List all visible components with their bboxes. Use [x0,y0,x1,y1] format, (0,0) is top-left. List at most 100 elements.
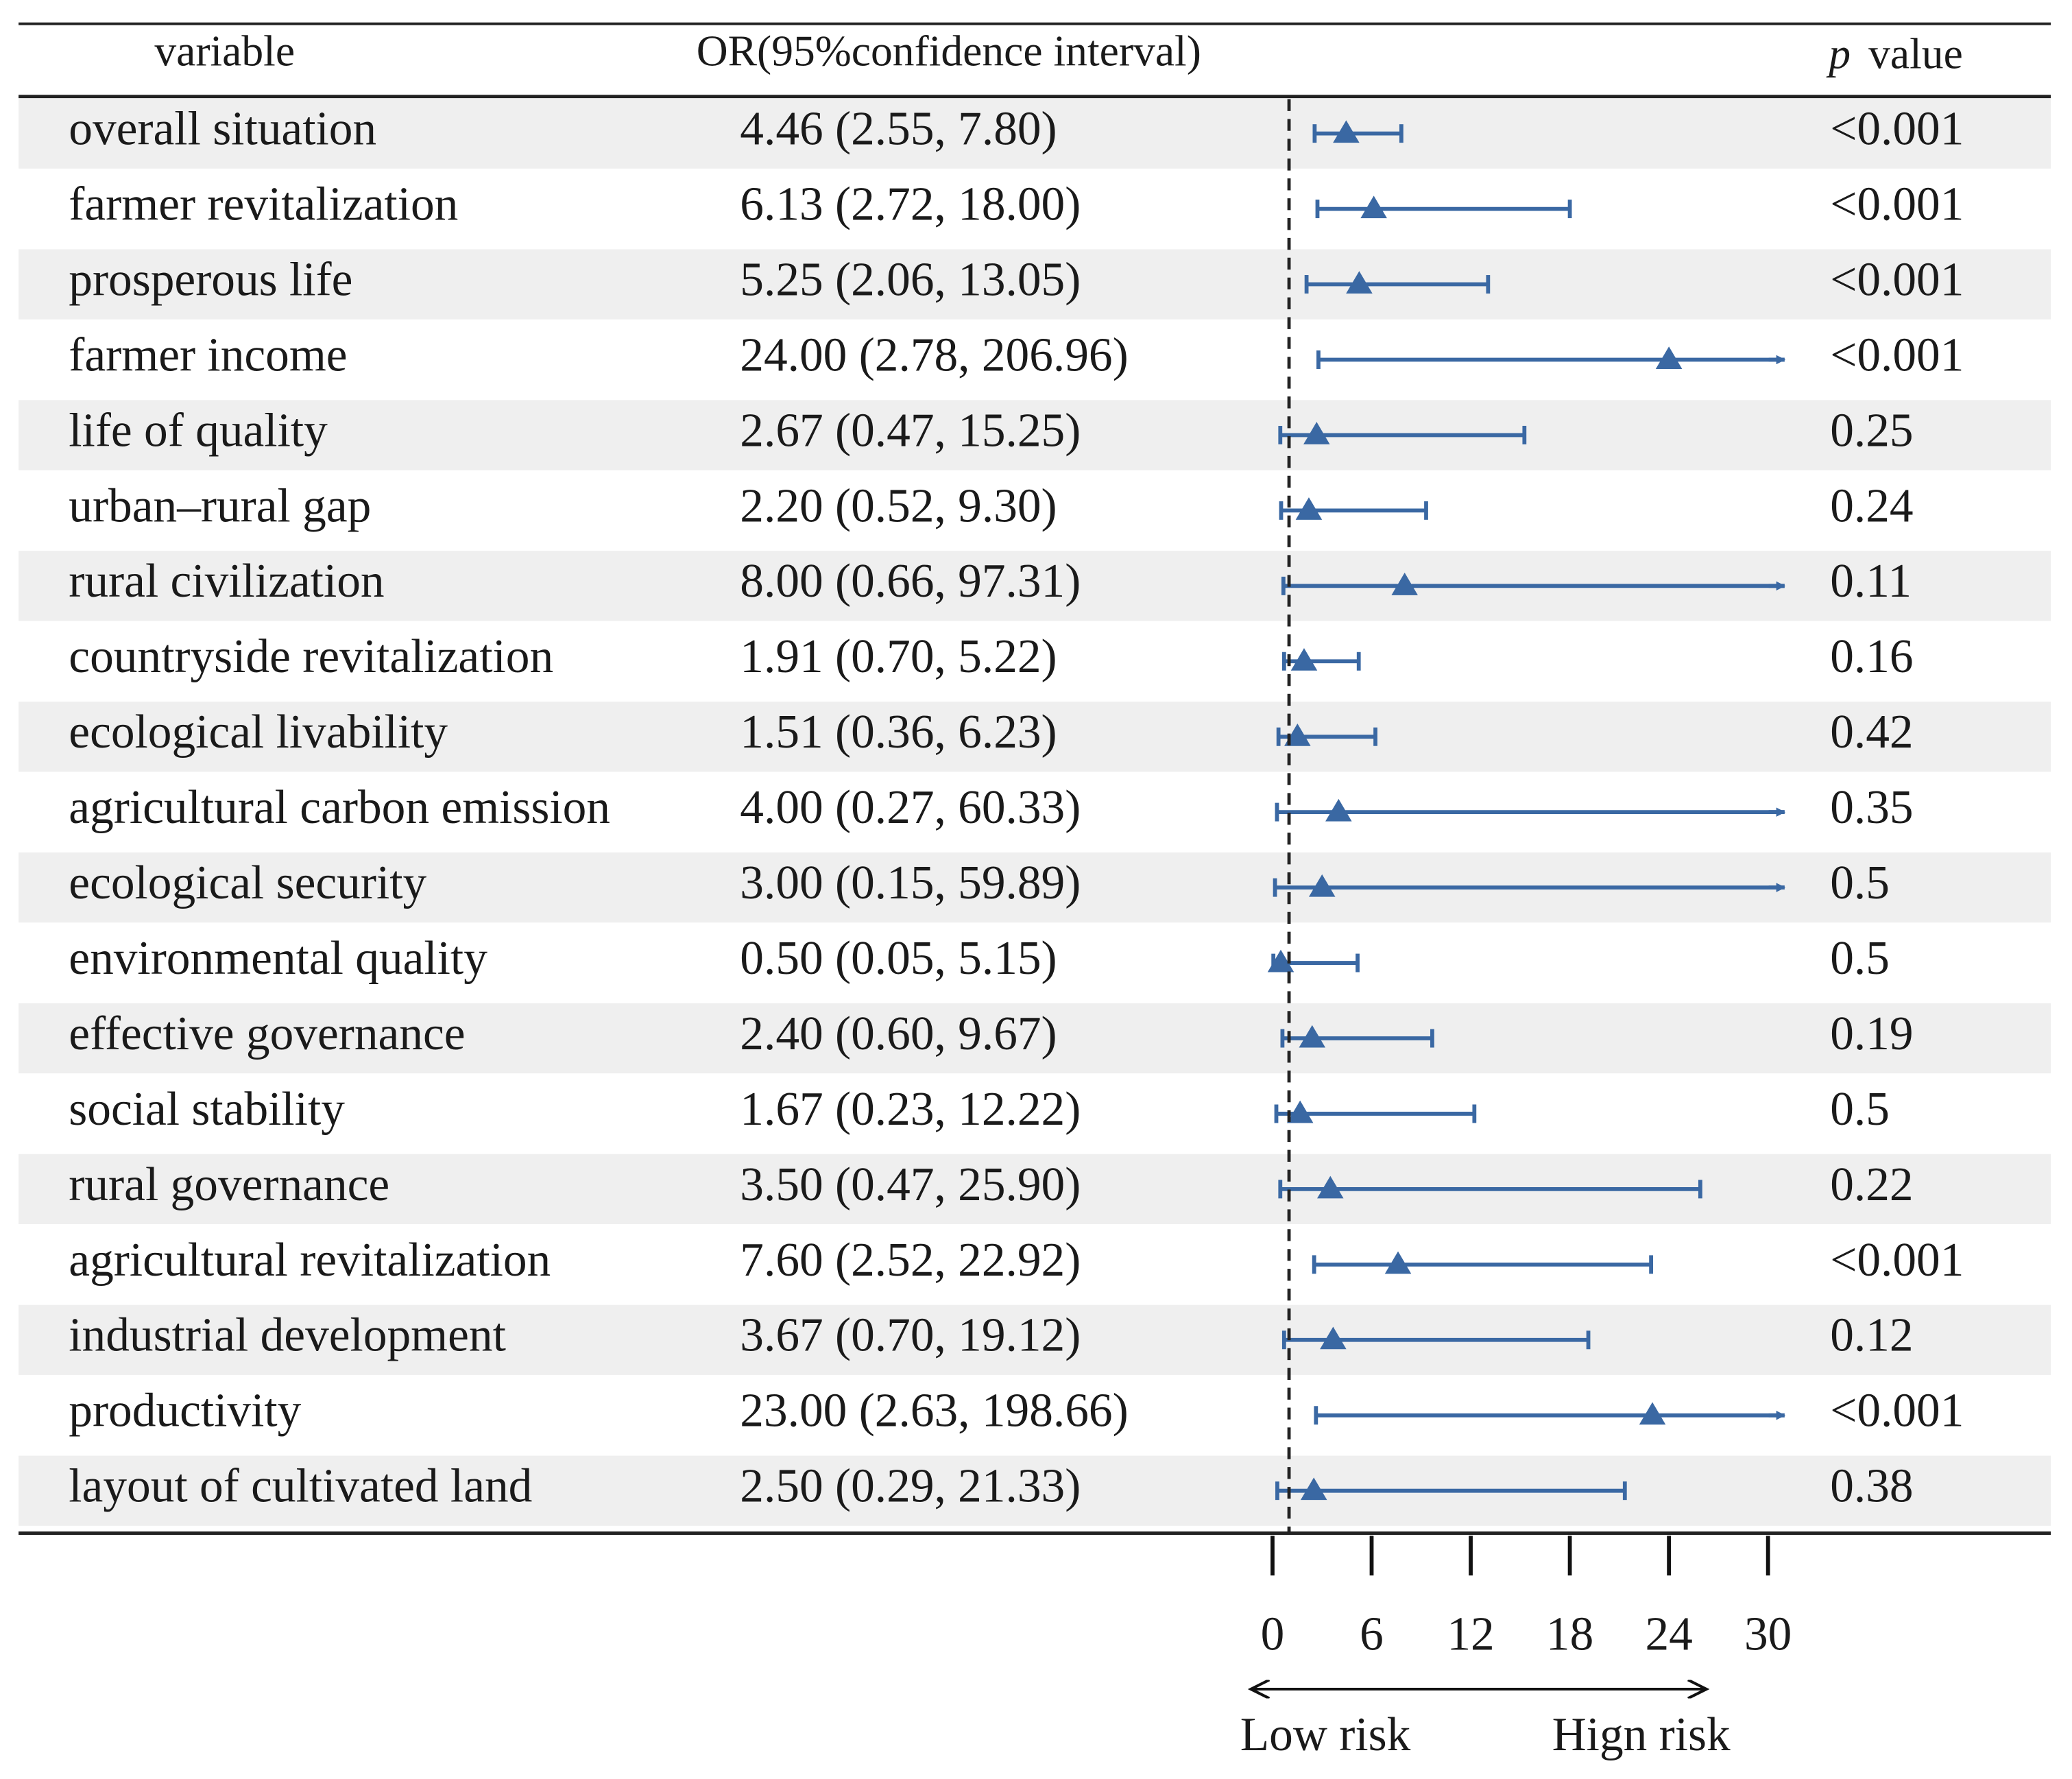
or-marker [1267,949,1294,972]
p-value: 0.35 [1830,781,1913,834]
header-p-word: value [1868,29,1963,77]
variable-label: rural governance [69,1158,389,1211]
or-marker [1284,723,1311,746]
variable-label: countryside revitalization [69,630,553,683]
p-value: 0.5 [1830,857,1890,909]
ci-label: 3.67 (0.70, 19.12) [740,1309,1081,1362]
p-value: 0.25 [1830,404,1913,457]
ci-label: 3.50 (0.47, 25.90) [740,1158,1081,1211]
variable-label: life of quality [69,404,328,457]
or-marker [1290,647,1318,671]
or-marker [1346,271,1373,294]
ci-label: 24.00 (2.78, 206.96) [740,329,1128,381]
variable-label: farmer revitalization [69,178,458,231]
or-marker [1295,497,1323,520]
high-risk-label: Hign risk [1552,1708,1731,1761]
interval-group [1275,802,1785,822]
interval-group [1273,878,1785,897]
or-marker [1320,1326,1347,1350]
interval-group [1281,576,1785,595]
p-value: 0.42 [1830,706,1913,759]
x-tick-label: 18 [1546,1608,1593,1661]
or-marker [1308,874,1336,897]
or-marker [1300,1477,1327,1501]
or-marker [1360,195,1387,219]
variable-label: overall situation [69,103,376,156]
row-band [19,400,2051,470]
row-band [19,1304,2051,1375]
row-band [19,1455,2051,1526]
ci-label: 0.50 (0.05, 5.15) [740,932,1057,985]
row-band [19,98,2051,169]
interval-group [1316,350,1785,369]
p-value: 0.24 [1830,479,1913,532]
or-marker [1303,422,1330,444]
header-p-symbol: p [1826,29,1851,77]
or-marker [1286,1100,1314,1123]
interval-group [1304,275,1491,294]
interval-group [1312,124,1404,143]
or-marker [1299,1025,1326,1048]
p-value: 0.5 [1830,932,1890,985]
x-tick-label: 12 [1447,1608,1494,1661]
variable-label: farmer income [69,329,347,381]
interval-group [1312,1255,1653,1274]
low-risk-label: Low risk [1240,1708,1411,1761]
variable-label: ecological security [69,857,426,909]
ci-label: 2.40 (0.60, 9.67) [740,1007,1057,1060]
ci-label: 6.13 (2.72, 18.00) [740,178,1081,231]
p-value: 0.5 [1830,1083,1890,1136]
p-value: <0.001 [1830,253,1964,306]
variable-label: prosperous life [69,253,352,306]
variable-label: social stability [69,1083,345,1136]
variable-label: productivity [69,1385,301,1437]
ci-label: 8.00 (0.66, 97.31) [740,555,1081,608]
p-value: 0.12 [1830,1309,1913,1362]
ci-label: 2.67 (0.47, 15.25) [740,404,1081,457]
row-band [19,1003,2051,1074]
ci-label: 1.67 (0.23, 12.22) [740,1083,1081,1136]
p-value: 0.11 [1830,555,1912,608]
p-value: 0.16 [1830,630,1913,683]
variable-label: agricultural revitalization [69,1234,551,1287]
interval-group [1275,1481,1627,1501]
variable-label: ecological livability [69,706,448,759]
p-value: <0.001 [1830,1234,1964,1287]
x-tick-label: 24 [1645,1608,1692,1661]
ci-label: 2.20 (0.52, 9.30) [740,479,1057,532]
ci-label: 4.00 (0.27, 60.33) [740,781,1081,834]
row-band [19,249,2051,320]
ci-label: 2.50 (0.29, 21.33) [740,1460,1081,1513]
ci-label: 4.46 (2.55, 7.80) [740,103,1057,156]
variable-label: agricultural carbon emission [69,781,610,834]
or-marker [1639,1402,1666,1425]
or-marker [1391,573,1418,595]
ci-label: 3.00 (0.15, 59.89) [740,857,1081,909]
ci-label: 23.00 (2.63, 198.66) [740,1385,1128,1437]
ci-label: 1.51 (0.36, 6.23) [740,706,1057,759]
or-marker [1655,346,1683,369]
interval-group [1314,1406,1785,1425]
interval-group [1315,200,1572,219]
header-ci: OR(95%confidence interval) [697,27,1201,75]
ci-label: 1.91 (0.70, 5.22) [740,630,1057,683]
header-variable: variable [154,27,295,75]
p-value: 0.38 [1830,1460,1913,1513]
or-marker [1317,1175,1344,1199]
p-value: <0.001 [1830,1385,1964,1437]
variable-label: industrial development [69,1309,506,1362]
p-value: <0.001 [1830,329,1964,381]
p-value: <0.001 [1830,103,1964,156]
or-marker [1333,120,1360,143]
variable-label: effective governance [69,1007,465,1060]
variable-label: rural civilization [69,555,384,608]
or-marker [1325,798,1352,822]
x-tick-label: 30 [1744,1608,1792,1661]
p-value: 0.22 [1830,1158,1913,1211]
interval-group [1278,1180,1702,1199]
variable-label: environmental quality [69,932,487,985]
variable-label: urban–rural gap [69,479,371,532]
p-value: 0.19 [1830,1007,1913,1060]
x-tick-label: 6 [1360,1608,1384,1661]
